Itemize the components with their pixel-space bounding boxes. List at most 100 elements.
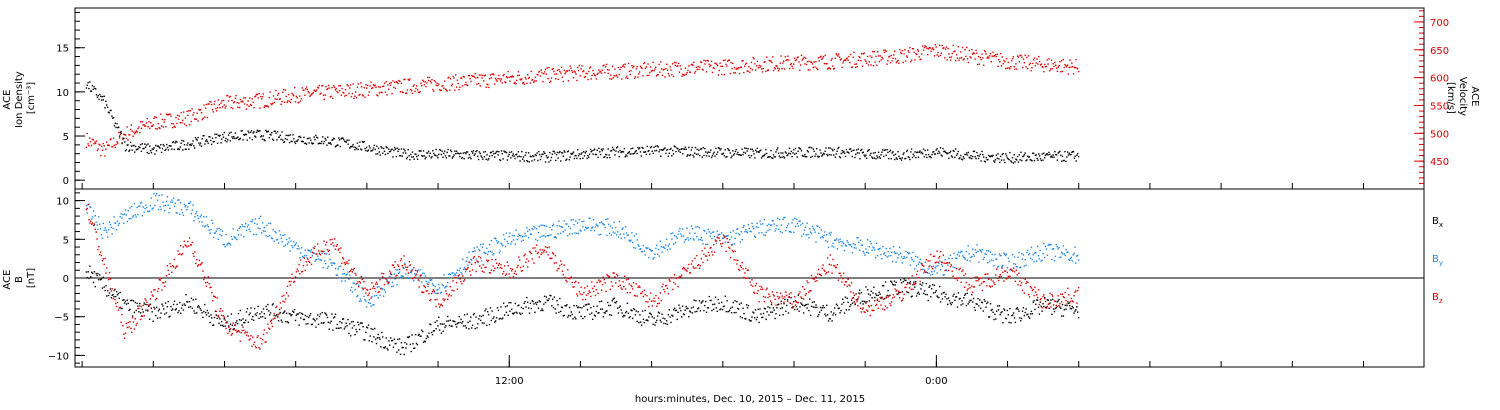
- data-point: [455, 152, 457, 155]
- data-point: [781, 231, 783, 234]
- data-point: [468, 75, 470, 77]
- data-point: [138, 146, 140, 148]
- data-point: [338, 266, 340, 268]
- data-point: [1044, 154, 1047, 156]
- data-point: [527, 160, 529, 163]
- data-point: [778, 303, 780, 305]
- data-point: [628, 239, 630, 241]
- data-point: [643, 62, 645, 65]
- data-point: [870, 290, 872, 292]
- data-point: [350, 146, 353, 148]
- data-point: [258, 317, 260, 319]
- data-point: [687, 69, 689, 72]
- data-point: [455, 74, 457, 76]
- data-point: [121, 313, 123, 316]
- data-point: [714, 62, 716, 64]
- data-point: [165, 312, 168, 314]
- data-point: [811, 301, 814, 304]
- data-point: [1028, 317, 1031, 319]
- data-point: [230, 131, 232, 133]
- data-point: [405, 152, 407, 154]
- data-point: [355, 146, 357, 149]
- data-point: [382, 152, 384, 154]
- data-point: [965, 304, 968, 307]
- data-point: [647, 320, 649, 322]
- data-point: [188, 202, 191, 205]
- data-point: [822, 305, 824, 307]
- data-point: [669, 248, 671, 250]
- data-point: [196, 139, 198, 141]
- data-point: [162, 201, 164, 203]
- data-point: [705, 243, 707, 246]
- data-point: [715, 242, 718, 244]
- data-point: [163, 145, 165, 147]
- data-point: [104, 155, 106, 157]
- data-point: [883, 252, 886, 254]
- data-point: [454, 89, 456, 91]
- data-point: [218, 316, 220, 318]
- data-point: [248, 228, 250, 230]
- data-point: [1027, 55, 1030, 57]
- data-point: [679, 227, 681, 230]
- data-point: [836, 150, 838, 152]
- data-point: [883, 284, 885, 287]
- data-point: [922, 49, 925, 51]
- data-point: [172, 141, 174, 144]
- data-point: [592, 305, 595, 308]
- data-point: [201, 118, 203, 121]
- data-point: [413, 347, 415, 349]
- data-point: [657, 315, 659, 317]
- data-point: [323, 322, 325, 324]
- data-point: [379, 338, 381, 340]
- data-point: [676, 147, 678, 149]
- data-point: [499, 159, 502, 162]
- data-point: [522, 307, 524, 310]
- data-point: [706, 59, 709, 62]
- data-point: [1008, 158, 1010, 161]
- data-point: [718, 233, 720, 235]
- data-point: [144, 146, 147, 148]
- data-point: [497, 241, 500, 243]
- data-point: [824, 150, 826, 152]
- data-point: [119, 291, 121, 294]
- data-point: [536, 73, 538, 76]
- data-point: [822, 154, 824, 156]
- data-point: [1021, 310, 1024, 312]
- data-point: [664, 247, 666, 250]
- data-point: [746, 307, 749, 309]
- data-point: [534, 76, 537, 78]
- data-point: [891, 152, 893, 154]
- data-point: [881, 257, 883, 260]
- data-point: [118, 297, 120, 300]
- data-point: [425, 156, 427, 158]
- data-point: [308, 250, 310, 252]
- data-point: [169, 113, 171, 115]
- data-point: [954, 50, 956, 52]
- data-point: [861, 65, 864, 67]
- data-point: [299, 257, 301, 259]
- data-point: [876, 155, 878, 157]
- data-point: [91, 138, 93, 141]
- data-point: [160, 151, 163, 154]
- data-point: [583, 305, 585, 307]
- data-point: [192, 140, 194, 142]
- data-point: [929, 265, 931, 267]
- data-point: [463, 76, 465, 78]
- data-point: [937, 152, 939, 155]
- data-point: [799, 148, 802, 150]
- data-point: [277, 316, 279, 318]
- data-point: [305, 323, 307, 325]
- data-point: [341, 137, 343, 139]
- data-point: [742, 226, 744, 228]
- data-point: [761, 71, 764, 73]
- data-point: [955, 59, 957, 62]
- data-point: [469, 261, 471, 263]
- data-point: [109, 223, 112, 226]
- data-point: [918, 151, 920, 153]
- data-point: [515, 83, 517, 85]
- data-point: [172, 126, 174, 129]
- data-point: [825, 147, 827, 149]
- data-point: [196, 306, 199, 308]
- data-point: [227, 243, 229, 245]
- data-point: [301, 255, 304, 258]
